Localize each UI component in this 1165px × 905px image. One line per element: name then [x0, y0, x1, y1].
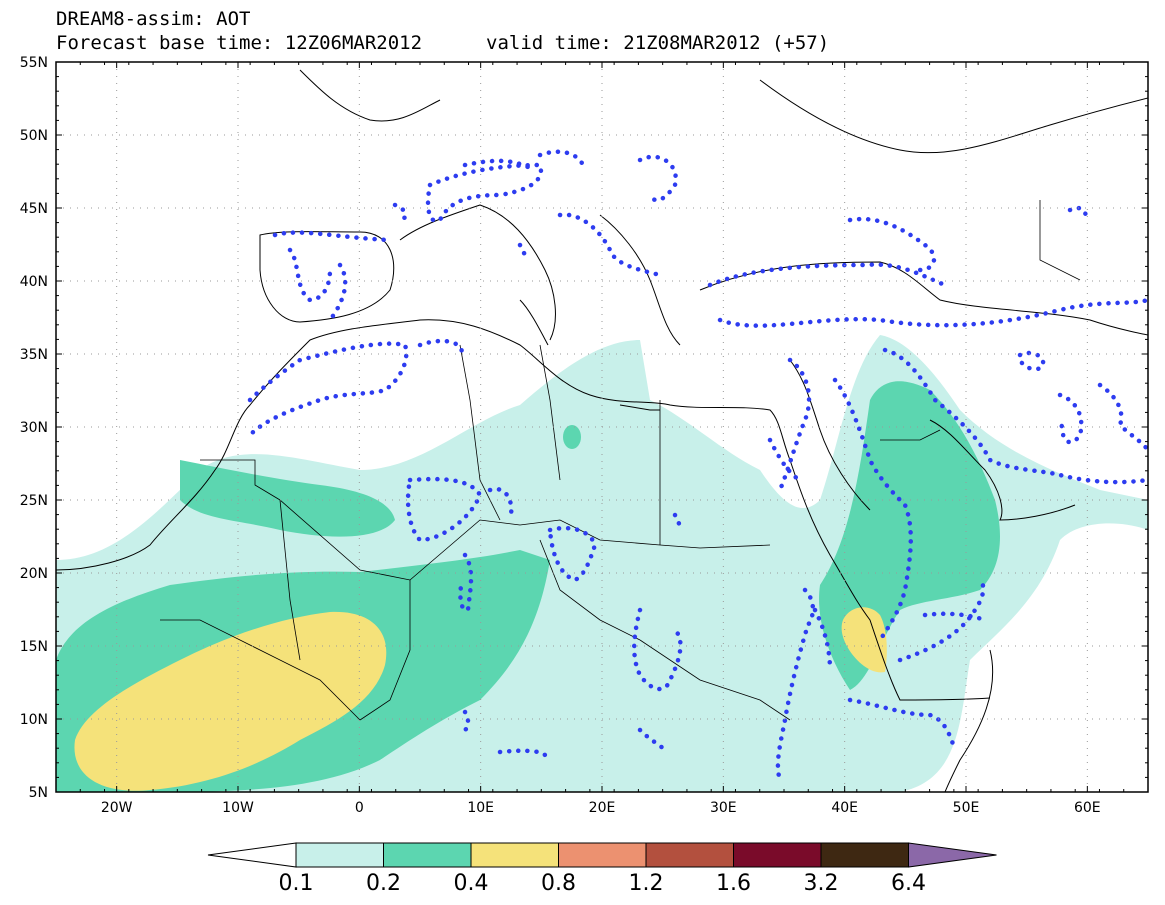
forecast-time-line: Forecast base time: 12Z06MAR2012 valid ti… [56, 32, 829, 54]
colorbar-label: 1.2 [629, 871, 664, 896]
colorbar-label: 0.1 [279, 871, 314, 896]
lon-label: 20W [101, 800, 133, 816]
aot-fill-0.4-0.8 [74, 607, 887, 791]
lon-label: 30E [710, 800, 737, 816]
lon-label: 0 [355, 800, 364, 816]
longitude-labels: 20W 10W 0 10E 20E 30E 40E 50E 60E [101, 800, 1101, 816]
country-borders [160, 200, 1081, 721]
colorbar-segment [820, 842, 909, 868]
lon-label: 40E [831, 800, 858, 816]
lat-label: 40N [20, 274, 48, 290]
colorbar-label: 6.4 [891, 871, 926, 896]
colorbar-segment [295, 842, 384, 868]
colorbar-label: 0.2 [366, 871, 401, 896]
valid-time: valid time: 21Z08MAR2012 (+57) [486, 32, 830, 54]
lon-label: 60E [1074, 800, 1101, 816]
latitude-labels: 55N 50N 45N 40N 35N 30N 25N 20N 15N 10N 5N [20, 55, 48, 801]
colorbar-segment [733, 842, 822, 868]
colorbar-label: 1.6 [716, 871, 751, 896]
axis-ticks [55, 61, 1149, 793]
lat-label: 5N [29, 785, 48, 801]
colorbar-under-triangle [207, 842, 297, 868]
colorbar-label: 0.4 [454, 871, 489, 896]
colorbar-segment [558, 842, 647, 868]
lat-label: 25N [20, 493, 48, 509]
colorbar-label: 3.2 [804, 871, 839, 896]
base-time: Forecast base time: 12Z06MAR2012 [56, 32, 423, 54]
lon-label: 10W [222, 800, 254, 816]
colorbar: 0.1 0.2 0.4 0.8 1.2 1.6 3.2 6.4 [207, 842, 997, 896]
lat-label: 10N [20, 712, 48, 728]
lon-label: 10E [467, 800, 494, 816]
colorbar-label: 0.8 [541, 871, 576, 896]
lat-label: 50N [20, 128, 48, 144]
map-title: DREAM8-assim: AOT [56, 8, 251, 30]
lat-label: 30N [20, 420, 48, 436]
lat-label: 15N [20, 639, 48, 655]
lat-label: 45N [20, 201, 48, 217]
lon-label: 20E [589, 800, 616, 816]
lat-label: 35N [20, 347, 48, 363]
aot-dotted-contours [247, 149, 1148, 783]
graticule [56, 62, 1148, 792]
lon-label: 50E [953, 800, 980, 816]
colorbar-segment [470, 842, 559, 868]
lat-label: 20N [20, 566, 48, 582]
colorbar-segment [645, 842, 734, 868]
colorbar-segment [383, 842, 472, 868]
colorbar-over-triangle [908, 842, 997, 868]
lat-label: 55N [20, 55, 48, 71]
